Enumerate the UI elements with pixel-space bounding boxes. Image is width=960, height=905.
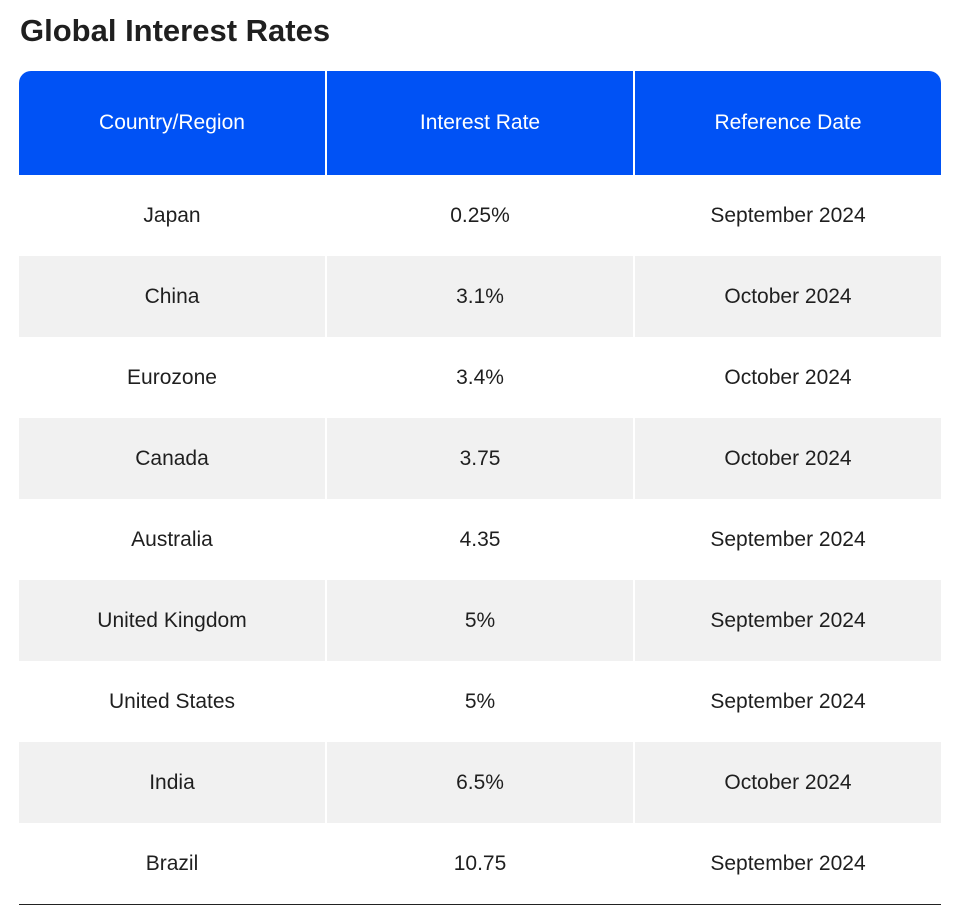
reference-date-cell: September 2024 [633,499,941,580]
country-cell: Japan [143,203,201,227]
table-row: China 3.1% October 2024 [19,256,941,337]
country-cell: Canada [135,446,209,470]
interest-rate-cell: 5% [325,580,633,661]
column-header-interest-rate: Interest Rate [325,71,633,175]
page-title: Global Interest Rates [20,13,331,48]
country-cell: Australia [131,527,213,551]
reference-date-cell: September 2024 [633,580,941,661]
interest-rate-cell: 10.75 [325,823,633,904]
interest-rate-cell: 3.4% [325,337,633,418]
column-header-reference-date: Reference Date [633,71,941,175]
table-header: Country/Region Interest Rate Reference D… [19,71,941,175]
reference-date-cell: September 2024 [633,175,941,256]
country-cell: United States [108,689,236,713]
interest-rate-cell: 5% [325,661,633,742]
table-row: Eurozone 3.4% October 2024 [19,337,941,418]
reference-date-cell: October 2024 [633,742,941,823]
table-row: United States 5% September 2024 [19,661,941,742]
table-row: India 6.5% October 2024 [19,742,941,823]
table-row: Japan 0.25% September 2024 [19,175,941,256]
table-row: Australia 4.35 September 2024 [19,499,941,580]
interest-rate-cell: 0.25% [325,175,633,256]
table-row: United Kingdom 5% September 2024 [19,580,941,661]
reference-date-cell: September 2024 [633,661,941,742]
reference-date-cell: October 2024 [633,256,941,337]
interest-rate-cell: 3.1% [325,256,633,337]
country-cell: Eurozone [127,365,217,389]
reference-date-cell: October 2024 [633,337,941,418]
interest-rate-cell: 4.35 [325,499,633,580]
reference-date-cell: September 2024 [633,823,941,904]
column-header-country: Country/Region [99,111,245,134]
table-row: Canada 3.75 October 2024 [19,418,941,499]
reference-date-cell: October 2024 [633,418,941,499]
interest-rates-table: Country/Region Interest Rate Reference D… [19,71,941,905]
table-body: Japan 0.25% September 2024 China 3.1% Oc… [19,175,941,905]
interest-rate-cell: 3.75 [325,418,633,499]
country-cell: India [149,770,195,794]
country-cell: United Kingdom [97,608,247,632]
country-cell: Brazil [145,851,199,875]
table-row: Brazil 10.75 September 2024 [19,823,941,904]
country-cell: China [144,284,200,308]
interest-rate-cell: 6.5% [325,742,633,823]
